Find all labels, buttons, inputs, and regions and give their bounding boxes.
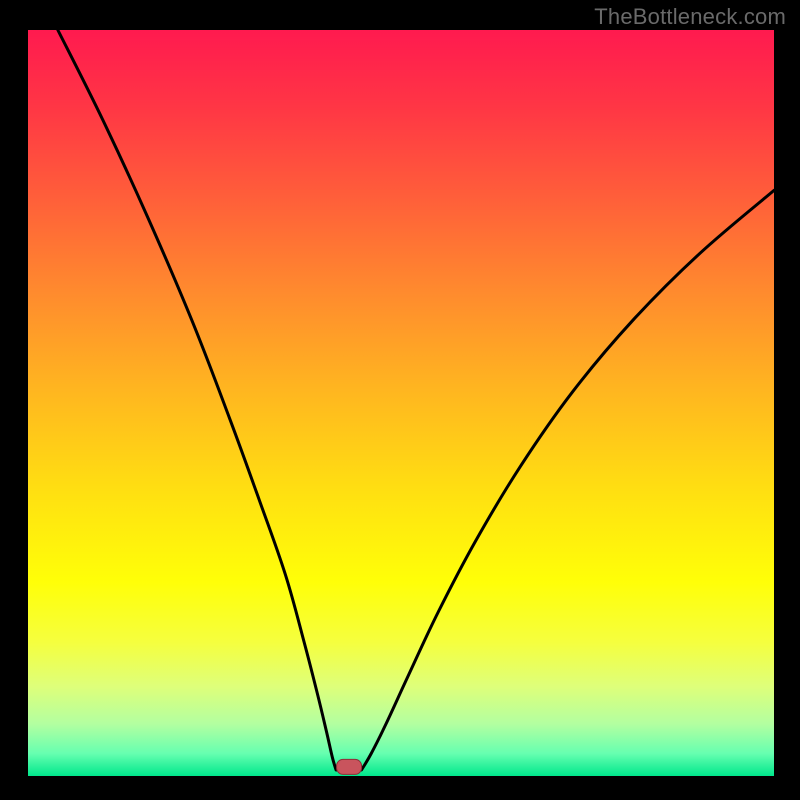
curve-layer [28, 30, 774, 776]
watermark-text: TheBottleneck.com [594, 4, 786, 30]
plot-area [28, 30, 774, 776]
minimum-marker [336, 759, 362, 775]
chart-frame: TheBottleneck.com [0, 0, 800, 800]
bottleneck-curve [58, 30, 774, 770]
